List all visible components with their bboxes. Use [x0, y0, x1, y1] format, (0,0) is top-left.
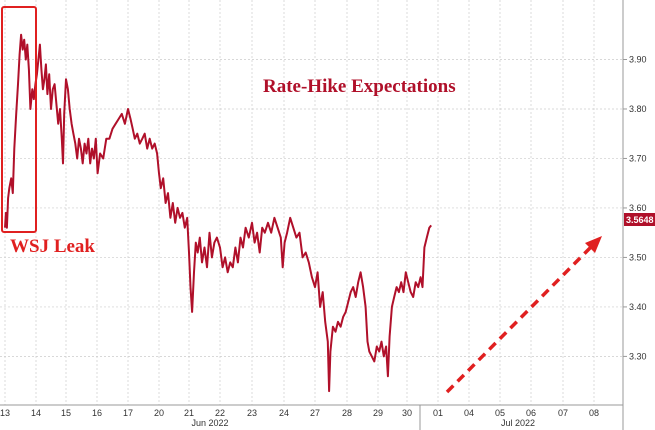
- last-value-badge: [624, 213, 655, 226]
- y-gridlines: [0, 59, 623, 357]
- x-tick-label: 05: [495, 408, 505, 418]
- x-tick-label: 29: [373, 408, 383, 418]
- wsj-leak-annotation: WSJ Leak: [10, 236, 95, 257]
- x-tick-label: 21: [184, 408, 194, 418]
- x-tick-label: 04: [464, 408, 474, 418]
- month-label-jun: Jun 2022: [191, 418, 228, 428]
- x-tick-label: 15: [61, 408, 71, 418]
- x-tick-label: 01: [433, 408, 443, 418]
- x-gridlines: [4, 0, 595, 405]
- y-tick-label: 3.50: [629, 252, 647, 262]
- x-tick-label: 22: [215, 408, 225, 418]
- y-tick-labels: 3.30 3.40 3.50 3.60 3.70 3.80 3.90: [623, 54, 647, 361]
- x-tick-label: 30: [402, 408, 412, 418]
- y-tick-label: 3.70: [629, 153, 647, 163]
- x-tick-label: 08: [589, 408, 599, 418]
- trend-arrow-head: [585, 236, 602, 253]
- chart-title: Rate-Hike Expectations: [263, 76, 456, 97]
- x-tick-label: 28: [342, 408, 352, 418]
- x-tick-label: 27: [310, 408, 320, 418]
- last-value-label: 3.5648: [626, 215, 654, 225]
- x-tick-labels: 13 14 15 16 17 20 21 22 23 24 27 28 29 30 01 04 05 06 07 08: [0, 408, 599, 418]
- wsj-leak-highlight-box: [1, 6, 37, 233]
- x-tick-label: 07: [558, 408, 568, 418]
- y-tick-label: 3.90: [629, 54, 647, 64]
- x-tick-label: 17: [123, 408, 133, 418]
- x-tick-label: 20: [154, 408, 164, 418]
- x-tick-label: 16: [92, 408, 102, 418]
- x-tick-label: 14: [31, 408, 41, 418]
- y-tick-label: 3.80: [629, 104, 647, 114]
- y-tick-label: 3.40: [629, 302, 647, 312]
- x-tick-label: 23: [247, 408, 257, 418]
- y-tick-label: 3.30: [629, 351, 647, 361]
- series-line: [4, 33, 432, 393]
- month-label-jul: Jul 2022: [501, 418, 535, 428]
- x-tick-label: 24: [279, 408, 289, 418]
- x-tick-label: 13: [0, 408, 10, 418]
- trend-arrow-line: [445, 244, 594, 394]
- y-tick-label: 3.60: [629, 203, 647, 213]
- x-tick-label: 06: [526, 408, 536, 418]
